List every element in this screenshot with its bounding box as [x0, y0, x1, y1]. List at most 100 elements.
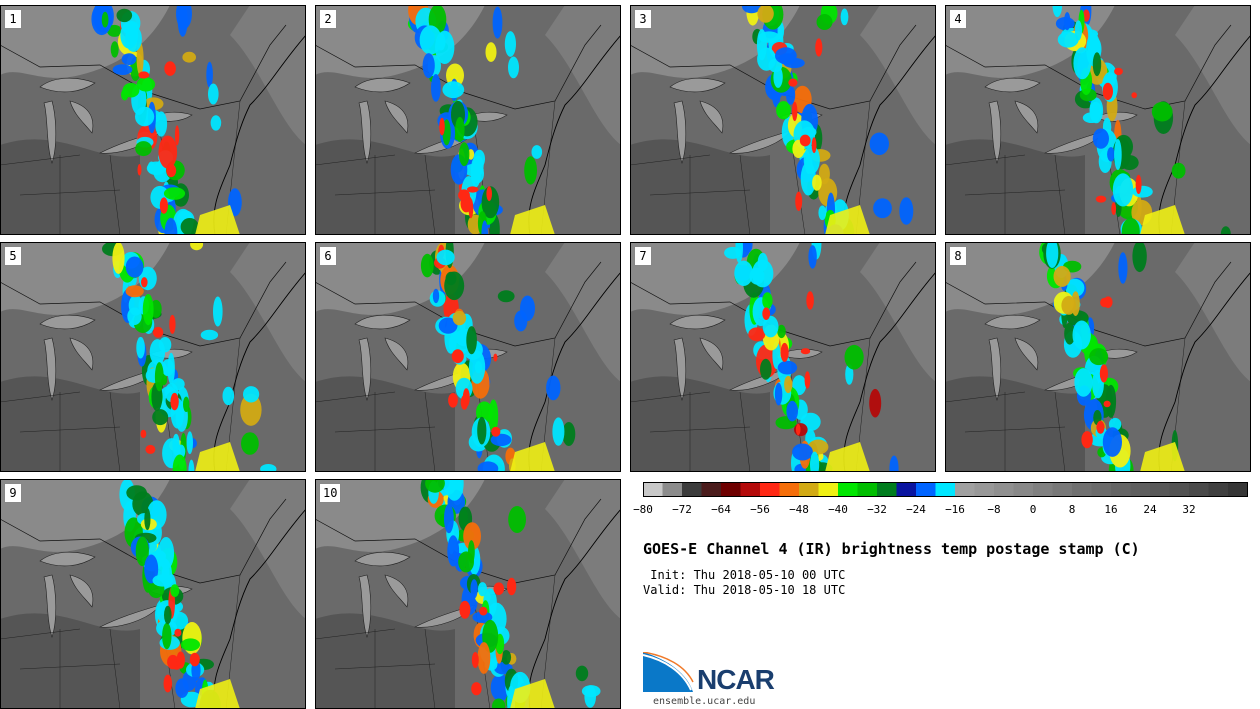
convective-cloud-cell: [182, 51, 196, 63]
website-url[interactable]: ensemble.ucar.edu: [653, 696, 756, 707]
deep-convection-core: [169, 314, 176, 334]
member-number-label: 1: [4, 9, 22, 29]
convective-cloud-cell: [777, 360, 798, 375]
convective-cloud-cell: [222, 386, 235, 406]
convective-cloud-cell: [774, 382, 783, 406]
ensemble-member-panel: 5: [0, 242, 306, 472]
ncar-logo: [643, 652, 694, 692]
convective-cloud-cell: [436, 249, 455, 266]
colorbar-swatch: [721, 482, 741, 497]
lake-superior: [984, 77, 1041, 93]
colorbar-swatch: [643, 482, 663, 497]
deep-convection-core: [170, 392, 179, 411]
international-border: [630, 261, 917, 347]
convective-cloud-cell: [492, 698, 506, 709]
valid-time: Valid: Thu 2018-05-10 18 UTC: [643, 583, 846, 597]
warm-ground-region: [630, 376, 770, 472]
member-number-label: 4: [949, 9, 967, 29]
colorbar-swatch: [838, 482, 858, 497]
convective-cloud-cell: [488, 399, 499, 433]
ensemble-member-panel: 9: [0, 479, 306, 709]
lake-superior: [39, 314, 96, 330]
colorbar-swatch: [935, 482, 956, 497]
convective-cloud-cell: [431, 74, 441, 102]
deep-convection-core: [804, 371, 811, 389]
warm-ground-region: [945, 139, 1085, 235]
init-time: Init: Thu 2018-05-10 00 UTC: [643, 568, 846, 582]
lake-superior: [984, 314, 1041, 330]
deep-convection-core: [1114, 67, 1123, 76]
convective-cloud-cell: [110, 41, 119, 58]
warm-ground-region: [0, 376, 140, 472]
convective-cloud-cell: [1107, 147, 1115, 162]
convective-cloud-cell: [128, 295, 143, 316]
convective-cloud-cell: [1082, 9, 1090, 22]
convective-cloud-cell: [575, 665, 589, 682]
convective-cloud-cell: [1092, 128, 1109, 149]
lake-superior: [39, 77, 96, 93]
deep-convection-core: [1135, 174, 1142, 194]
convective-cloud-cell: [435, 30, 455, 64]
colorbar-swatch: [760, 482, 780, 497]
deep-convection-core: [448, 393, 458, 408]
lake-michigan: [673, 100, 687, 164]
lake-huron: [699, 100, 724, 134]
lake-michigan: [358, 100, 372, 164]
deep-convection-core: [800, 348, 811, 355]
convective-cloud-cell: [1118, 252, 1128, 284]
member-number-label: 5: [4, 246, 22, 266]
panel-border: [945, 5, 1251, 235]
deep-convection-core: [780, 342, 789, 362]
convective-cloud-cell: [112, 242, 125, 274]
convective-cloud-cell: [170, 584, 180, 597]
colorbar-tick-label: −32: [867, 503, 887, 516]
convective-cloud-cell: [466, 326, 477, 355]
convective-cloud-cell: [152, 574, 174, 587]
convective-cloud-cell: [810, 451, 820, 472]
convective-cloud-cell: [1046, 242, 1059, 268]
colorbar-tick-label: 0: [1029, 503, 1037, 516]
colorbar-tick-label: 16: [1104, 503, 1118, 516]
convective-cloud-cell: [756, 29, 767, 61]
convective-cloud-cell: [472, 611, 493, 623]
ensemble-member-panel: 6: [315, 242, 621, 472]
lake-michigan: [988, 100, 1002, 164]
deep-convection-core: [762, 307, 771, 320]
convective-cloud-cell: [1074, 20, 1083, 41]
convective-cloud-cell: [126, 485, 147, 501]
colorbar-tick-label: −8: [987, 503, 1001, 516]
lake-huron: [69, 100, 94, 134]
ir-satellite-map: [630, 242, 936, 472]
colorbar-swatch: [701, 482, 722, 497]
lake-superior: [39, 551, 96, 567]
deep-convection-core: [1081, 431, 1093, 449]
convective-cloud-cell: [1057, 31, 1079, 48]
convective-cloud-cell: [208, 83, 219, 105]
colorbar-tick-label: 32: [1182, 503, 1196, 516]
lake-superior: [354, 551, 411, 567]
convective-cloud-cell: [135, 106, 155, 127]
convective-cloud-cell: [420, 253, 434, 278]
convective-cloud-cell: [510, 679, 555, 709]
state-borders: [315, 100, 556, 235]
convective-cloud-cell: [786, 400, 798, 422]
coastline: [1158, 34, 1251, 235]
lake-michigan: [358, 574, 372, 638]
convective-cloud-cell: [552, 417, 565, 446]
deep-convection-core: [176, 651, 185, 669]
member-number-label: 6: [319, 246, 337, 266]
ocean-cloud-region: [1175, 242, 1251, 382]
convective-cloud-cell: [240, 393, 262, 426]
convective-cloud-cell: [724, 246, 742, 259]
convective-cloud-cell: [1171, 162, 1186, 179]
colorbar-swatch: [779, 482, 800, 497]
convective-cloud-cell: [792, 443, 813, 461]
deep-convection-core: [493, 582, 505, 595]
international-border: [315, 498, 602, 584]
convective-cloud-cell: [260, 464, 277, 472]
panel-border: [0, 5, 306, 235]
convective-cloud-cell: [446, 63, 464, 88]
convective-cloud-cell: [520, 295, 535, 322]
convective-cloud-cell: [1112, 173, 1134, 207]
deep-convection-core: [486, 186, 492, 202]
